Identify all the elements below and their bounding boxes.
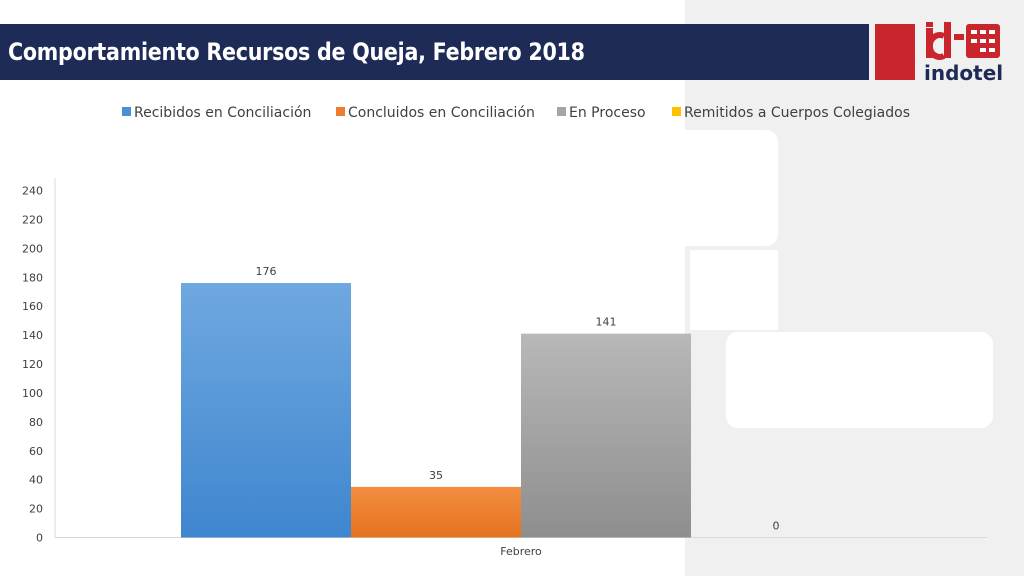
legend-item: Recibidos en Conciliación: [122, 105, 311, 121]
y-tick-label: 200: [22, 242, 43, 255]
legend-label: Remitidos a Cuerpos Colegiados: [684, 105, 911, 121]
y-tick-label: 40: [29, 474, 43, 487]
y-tick-label: 180: [22, 271, 43, 284]
indotel-logo: indotel: [922, 22, 1003, 85]
bar-chart: 0 20 40 60 80 100 120 140 160 180 200 220 240 Febrero…: [22, 178, 987, 558]
legend-item: En Proceso: [557, 105, 646, 121]
bar: [351, 486, 521, 538]
legend-label: En Proceso: [569, 105, 646, 121]
y-tick-label: 160: [22, 300, 43, 313]
page-title: Comportamiento Recursos de Queja, Febrer…: [8, 38, 585, 66]
y-tick-label: 140: [22, 329, 43, 342]
data-label: 141: [596, 316, 617, 329]
y-tick-label: 60: [29, 445, 43, 458]
title-bar: [0, 24, 869, 80]
legend-swatch: [672, 107, 681, 116]
data-label: 35: [429, 469, 443, 482]
x-tick-label: Febrero: [500, 545, 542, 558]
legend-swatch: [557, 107, 566, 116]
bar: [181, 283, 351, 538]
background-card: [726, 332, 993, 428]
legend-swatch: [336, 107, 345, 116]
legend-item: Remitidos a Cuerpos Colegiados: [672, 105, 910, 121]
logo-graphic: indotel: [924, 22, 1003, 85]
y-tick-label: 0: [36, 532, 43, 545]
brand-block: [875, 24, 915, 80]
y-tick-label: 240: [22, 185, 43, 198]
y-tick-label: 80: [29, 416, 43, 429]
legend-item: Concluidos en Conciliación: [336, 105, 535, 121]
y-tick-label: 220: [22, 213, 43, 226]
data-label: 176: [256, 265, 277, 278]
background-card: [690, 250, 778, 330]
background-card: [520, 130, 778, 246]
legend-label: Concluidos en Conciliación: [348, 105, 535, 121]
data-label: 0: [773, 520, 780, 533]
bar: [521, 333, 691, 538]
y-tick-label: 100: [22, 387, 43, 400]
legend-label: Recibidos en Conciliación: [134, 105, 312, 121]
legend-swatch: [122, 107, 131, 116]
y-tick-label: 20: [29, 503, 43, 516]
y-tick-label: 120: [22, 358, 43, 371]
logo-text: indotel: [924, 61, 1002, 84]
